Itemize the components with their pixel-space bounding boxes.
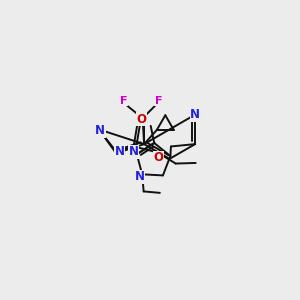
Text: N: N [95,124,105,137]
Text: N: N [135,170,145,183]
Text: F: F [155,95,162,106]
Text: N: N [129,146,139,158]
Text: O: O [136,113,146,126]
Text: O: O [153,151,163,164]
Text: N: N [190,108,200,121]
Text: N: N [115,145,124,158]
Text: F: F [120,95,127,106]
